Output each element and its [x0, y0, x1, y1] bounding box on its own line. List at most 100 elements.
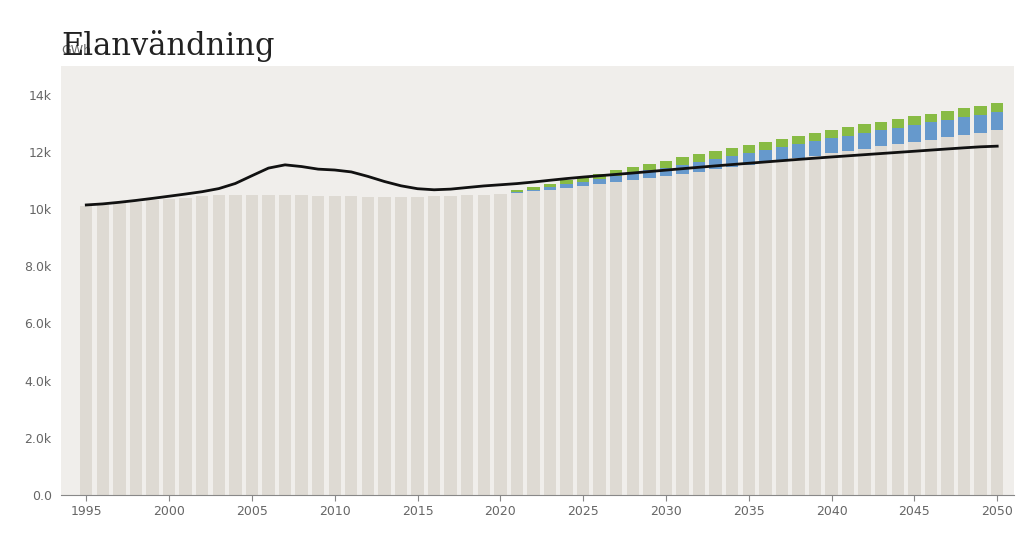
Bar — [809, 141, 821, 156]
Bar — [444, 196, 457, 495]
Bar — [809, 156, 821, 495]
Bar — [229, 195, 242, 495]
Bar — [793, 158, 805, 495]
Bar — [908, 117, 921, 125]
Bar — [925, 123, 937, 140]
Bar — [908, 125, 921, 142]
Bar — [941, 137, 953, 495]
Bar — [858, 124, 871, 133]
Bar — [726, 167, 738, 495]
Bar — [892, 128, 904, 144]
Bar — [776, 146, 788, 160]
Bar — [179, 197, 191, 495]
Bar — [957, 117, 971, 135]
Bar — [610, 176, 623, 182]
Bar — [577, 186, 590, 495]
Bar — [643, 170, 655, 178]
Bar — [759, 162, 771, 495]
Bar — [858, 133, 871, 148]
Bar — [627, 173, 639, 180]
Bar — [610, 182, 623, 495]
Bar — [279, 195, 291, 495]
Bar — [312, 196, 325, 495]
Bar — [196, 196, 209, 495]
Bar — [825, 139, 838, 153]
Bar — [345, 196, 357, 495]
Bar — [825, 130, 838, 139]
Bar — [793, 144, 805, 158]
Bar — [975, 106, 987, 115]
Bar — [477, 195, 490, 495]
Bar — [577, 182, 590, 186]
Text: GWh: GWh — [61, 45, 91, 57]
Bar — [710, 151, 722, 158]
Bar — [925, 140, 937, 495]
Bar — [378, 197, 390, 495]
Bar — [594, 174, 606, 179]
Bar — [560, 180, 572, 184]
Bar — [892, 119, 904, 128]
Bar — [163, 199, 175, 495]
Bar — [262, 195, 274, 495]
Bar — [710, 169, 722, 495]
Bar — [544, 184, 556, 187]
Bar — [742, 145, 755, 152]
Bar — [676, 174, 689, 495]
Bar — [876, 130, 888, 146]
Bar — [941, 111, 953, 120]
Bar — [776, 160, 788, 495]
Bar — [693, 162, 706, 172]
Bar — [130, 202, 142, 495]
Bar — [676, 157, 689, 164]
Bar — [975, 115, 987, 133]
Bar — [495, 194, 507, 495]
Bar — [329, 196, 341, 495]
Bar — [544, 187, 556, 190]
Bar — [991, 112, 1004, 130]
Bar — [742, 152, 755, 164]
Bar — [842, 127, 854, 136]
Bar — [809, 133, 821, 141]
Bar — [114, 204, 126, 495]
Bar — [80, 206, 92, 495]
Bar — [908, 142, 921, 495]
Bar — [941, 120, 953, 137]
Bar — [527, 190, 540, 191]
Bar — [975, 133, 987, 495]
Bar — [842, 136, 854, 151]
Bar — [776, 139, 788, 146]
Bar — [659, 176, 672, 495]
Bar — [511, 192, 523, 495]
Bar — [361, 197, 374, 495]
Bar — [957, 108, 971, 117]
Bar — [428, 196, 440, 495]
Bar — [991, 130, 1004, 495]
Bar — [825, 153, 838, 495]
Bar — [742, 164, 755, 495]
Bar — [759, 150, 771, 162]
Bar — [461, 195, 473, 495]
Bar — [511, 190, 523, 192]
Bar — [693, 154, 706, 162]
Bar — [925, 114, 937, 123]
Bar — [412, 197, 424, 495]
Bar — [643, 178, 655, 495]
Bar — [991, 103, 1004, 112]
Bar — [710, 158, 722, 169]
Bar — [213, 195, 225, 495]
Text: Elanvändning: Elanvändning — [61, 30, 274, 62]
Bar — [395, 197, 408, 495]
Bar — [577, 177, 590, 182]
Bar — [544, 190, 556, 495]
Bar — [726, 148, 738, 156]
Bar — [560, 184, 572, 188]
Bar — [610, 170, 623, 176]
Bar — [527, 187, 540, 190]
Bar — [726, 156, 738, 167]
Bar — [876, 146, 888, 495]
Bar — [96, 205, 110, 495]
Bar — [659, 161, 672, 168]
Bar — [146, 200, 159, 495]
Bar — [594, 184, 606, 495]
Bar — [627, 180, 639, 495]
